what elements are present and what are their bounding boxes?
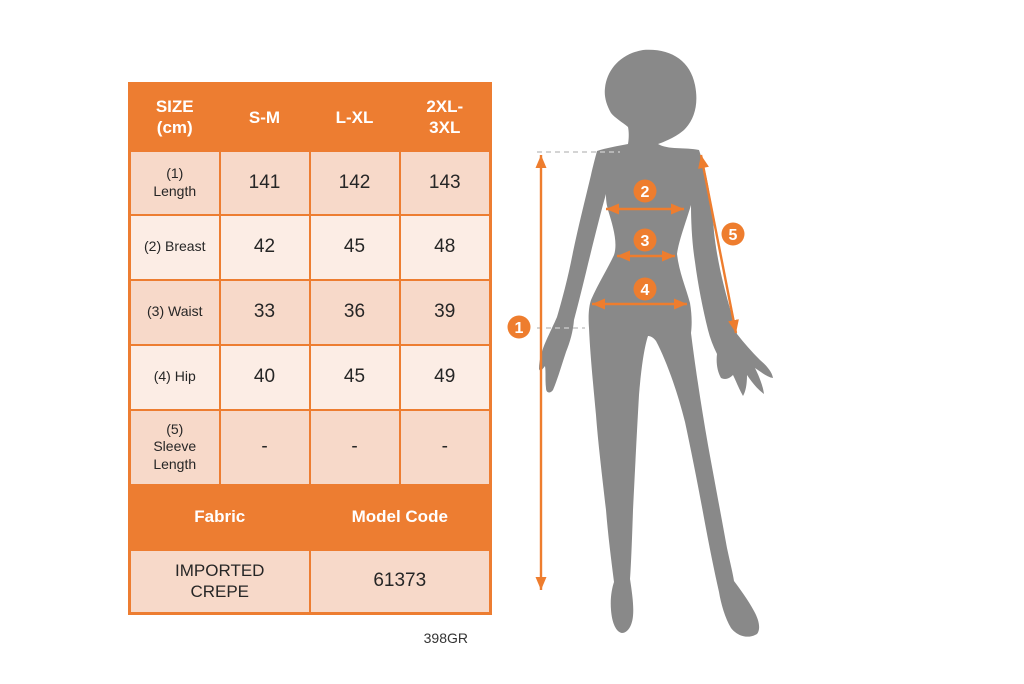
hip-s-m: 40	[218, 343, 311, 411]
waist-2xl-3xl: 39	[398, 278, 492, 346]
header-2xl-3xl: 2XL- 3XL	[398, 82, 492, 152]
measure-badge-3: 3	[633, 228, 657, 252]
size-chart-table: SIZE (cm) S-M L-XL 2XL- 3XL (1) Length 1…	[128, 82, 492, 615]
hip-2xl-3xl: 49	[398, 343, 492, 411]
header-l-xl: L-XL	[308, 82, 401, 152]
row-label-length: (1) Length	[128, 149, 221, 216]
sleeve-l-xl: -	[308, 408, 401, 486]
measure-badge-5: 5	[721, 222, 745, 246]
row-label-hip: (4) Hip	[128, 343, 221, 411]
table-row-breast: (2) Breast 42 45 48	[128, 213, 492, 281]
badge-3-number: 3	[641, 233, 650, 250]
model-code-value: 61373	[308, 548, 492, 615]
table-footer-value-row: IMPORTED CREPE 61373	[128, 548, 492, 615]
sleeve-s-m: -	[218, 408, 311, 486]
waist-s-m: 33	[218, 278, 311, 346]
badge-4-number: 4	[641, 282, 650, 299]
hip-l-xl: 45	[308, 343, 401, 411]
table-row-waist: (3) Waist 33 36 39	[128, 278, 492, 346]
row-label-waist: (3) Waist	[128, 278, 221, 346]
table-header-row: SIZE (cm) S-M L-XL 2XL- 3XL	[128, 82, 492, 152]
badge-1-number: 1	[515, 320, 524, 337]
waist-l-xl: 36	[308, 278, 401, 346]
header-size-cm: SIZE (cm)	[128, 82, 221, 152]
table-row-length: (1) Length 141 142 143	[128, 149, 492, 216]
weight-note: 398GR	[423, 630, 468, 646]
header-s-m: S-M	[218, 82, 311, 152]
fabric-header: Fabric	[128, 483, 311, 551]
table-row-sleeve-length: (5) Sleeve Length - - -	[128, 408, 492, 486]
breast-2xl-3xl: 48	[398, 213, 492, 281]
body-silhouette-image	[539, 49, 773, 637]
model-code-header: Model Code	[308, 483, 492, 551]
breast-s-m: 42	[218, 213, 311, 281]
badge-2-number: 2	[641, 184, 650, 201]
sleeve-measure-arrow	[698, 154, 739, 334]
badge-5-number: 5	[729, 227, 738, 244]
row-label-sleeve-length: (5) Sleeve Length	[128, 408, 221, 486]
table-footer-header-row: Fabric Model Code	[128, 483, 492, 551]
table-row-hip: (4) Hip 40 45 49	[128, 343, 492, 411]
measure-badge-4: 4	[633, 277, 657, 301]
fabric-value: IMPORTED CREPE	[128, 548, 311, 615]
row-label-breast: (2) Breast	[128, 213, 221, 281]
length-l-xl: 142	[308, 149, 401, 216]
length-2xl-3xl: 143	[398, 149, 492, 216]
breast-l-xl: 45	[308, 213, 401, 281]
measurement-diagram: 1 2 3 4 5	[507, 49, 773, 637]
length-s-m: 141	[218, 149, 311, 216]
measure-badge-2: 2	[633, 179, 657, 203]
measure-badge-1: 1	[507, 315, 531, 339]
sleeve-2xl-3xl: -	[398, 408, 492, 486]
